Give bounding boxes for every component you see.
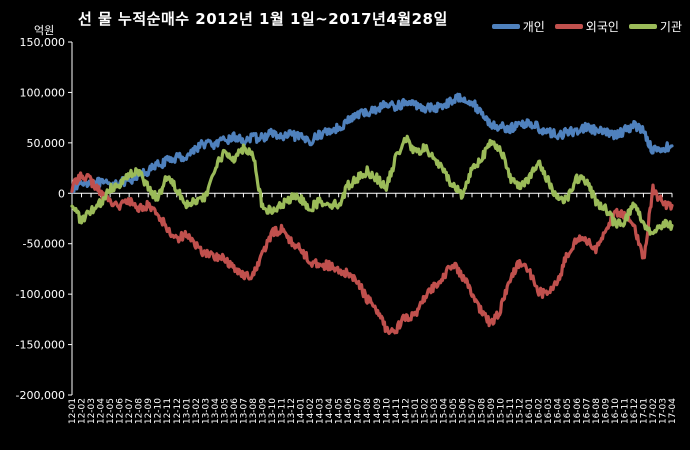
x-tick-label: 15-09: [487, 398, 497, 424]
x-tick-label: 12-01: [68, 398, 78, 424]
x-tick-label: 13-12: [287, 398, 297, 424]
x-tick-label: 13-04: [211, 398, 221, 424]
x-tick-label: 12-04: [97, 398, 107, 424]
x-tick-label: 15-10: [497, 398, 507, 424]
y-tick-label: 0: [58, 187, 65, 200]
x-tick-label: 15-03: [430, 398, 440, 424]
x-tick-label: 14-02: [306, 398, 316, 424]
x-tick-label: 17-02: [649, 398, 659, 424]
x-tick-label: 14-04: [325, 398, 335, 424]
x-tick-label: 15-08: [478, 398, 488, 424]
x-tick-label: 12-08: [135, 398, 145, 424]
x-tick-label: 16-12: [630, 398, 640, 424]
x-tick-label: 16-06: [573, 398, 583, 424]
legend-label: 개인: [522, 20, 545, 34]
x-tick-label: 13-09: [258, 398, 268, 424]
legend-label: 외국인: [585, 20, 619, 34]
y-tick-label: -50,000: [23, 238, 65, 251]
x-tick-label: 15-12: [516, 398, 526, 424]
x-tick-label: 16-02: [535, 398, 545, 424]
y-tick-label: 100,000: [20, 86, 66, 99]
x-tick-label: 15-11: [506, 398, 516, 424]
x-tick-label: 16-04: [554, 398, 564, 424]
x-tick-label: 15-05: [449, 398, 459, 424]
x-tick-label: 14-11: [392, 398, 402, 424]
x-tick-label: 15-01: [411, 398, 421, 424]
x-tick-label: 13-02: [192, 398, 202, 424]
x-tick-label: 16-08: [592, 398, 602, 424]
x-tick-label: 17-04: [668, 398, 678, 424]
legend-swatch: [491, 24, 520, 29]
x-tick-label: 16-10: [611, 398, 621, 424]
legend-swatch: [554, 24, 583, 29]
x-tick-label: 17-01: [639, 398, 649, 424]
x-tick-label: 16-11: [620, 398, 630, 424]
x-tick-label: 16-05: [563, 398, 573, 424]
x-tick-label: 14-12: [401, 398, 411, 424]
x-tick-label: 14-10: [382, 398, 392, 424]
x-tick-label: 13-07: [239, 398, 249, 424]
x-tick-label: 15-07: [468, 398, 478, 424]
x-tick-label: 13-06: [230, 398, 240, 424]
series-line-2: [70, 171, 674, 335]
x-tick-label: 16-01: [525, 398, 535, 424]
x-tick-label: 12-11: [163, 398, 173, 424]
series-line-3: [70, 134, 674, 236]
x-tick-label: 14-08: [363, 398, 373, 424]
x-tick-label: 17-03: [658, 398, 668, 424]
x-tick-label: 14-03: [316, 398, 326, 424]
legend-swatch: [628, 24, 657, 29]
x-tick-label: 12-02: [78, 398, 88, 424]
y-tick-label: 150,000: [20, 36, 66, 49]
series-line-1: [70, 92, 674, 194]
y-tick-label: -150,000: [16, 339, 65, 352]
x-tick-label: 15-06: [458, 398, 468, 424]
y-tick-label: -100,000: [16, 288, 65, 301]
y-unit-label: 억원: [34, 24, 55, 37]
x-tick-label: 16-03: [544, 398, 554, 424]
x-tick-label: 13-11: [278, 398, 288, 424]
x-tick-label: 14-07: [354, 398, 364, 424]
x-tick-label: 15-02: [420, 398, 430, 424]
x-tick-label: 12-03: [87, 398, 97, 424]
x-tick-label: 12-05: [106, 398, 116, 424]
x-tick-label: 13-05: [220, 398, 230, 424]
x-tick-label: 13-10: [268, 398, 278, 424]
x-tick-label: 14-01: [297, 398, 307, 424]
legend-label: 기관: [659, 20, 682, 34]
x-tick-label: 16-07: [582, 398, 592, 424]
x-tick-label: 13-01: [182, 398, 192, 424]
legend-item: 외국인: [554, 18, 619, 35]
x-tick-label: 12-06: [116, 398, 126, 424]
x-tick-label: 12-09: [144, 398, 154, 424]
x-tick-label: 16-09: [601, 398, 611, 424]
x-tick-label: 14-05: [335, 398, 345, 424]
x-tick-label: 14-06: [344, 398, 354, 424]
x-tick-label: 13-08: [249, 398, 259, 424]
x-tick-label: 12-10: [154, 398, 164, 424]
x-tick-label: 15-04: [439, 398, 449, 424]
legend-item: 기관: [628, 18, 682, 35]
x-tick-label: 14-09: [373, 398, 383, 424]
legend-item: 개인: [491, 18, 545, 35]
legend: 개인 외국인 기관: [491, 18, 682, 35]
x-tick-label: 12-07: [125, 398, 135, 424]
y-tick-label: 50,000: [27, 137, 66, 150]
y-tick-label: -200,000: [16, 389, 65, 402]
x-tick-label: 13-03: [201, 398, 211, 424]
chart-title: 선 물 누적순매수 2012년 1월 1일~2017년4월28일: [78, 10, 448, 28]
x-tick-label: 12-12: [173, 398, 183, 424]
